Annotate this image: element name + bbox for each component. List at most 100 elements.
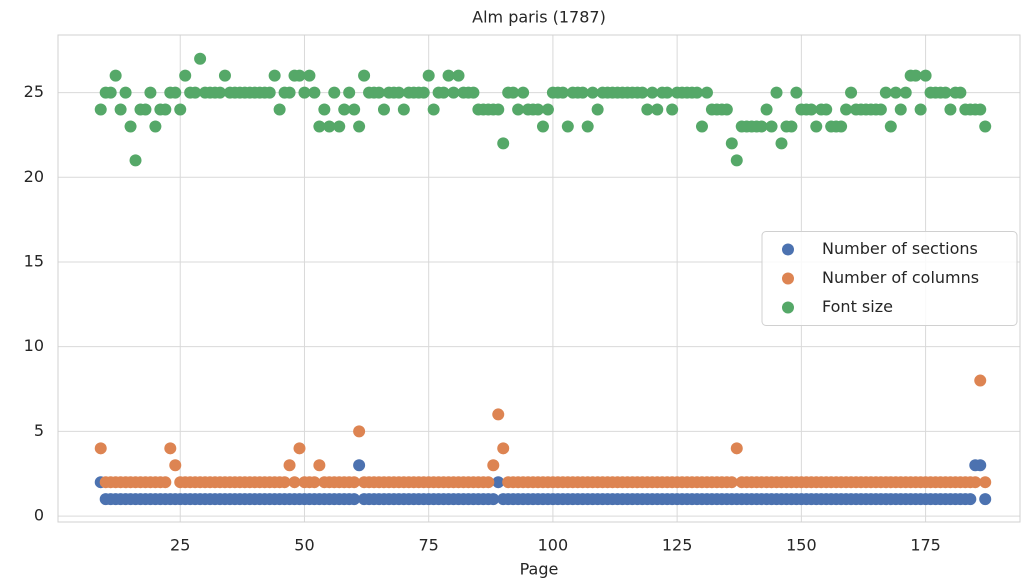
legend: Number of sections Number of columns Font …: [761, 231, 1018, 326]
chart-title: Alm paris (1787): [472, 8, 606, 27]
point: [348, 103, 361, 116]
point: [691, 86, 704, 99]
point: [939, 86, 952, 99]
point: [213, 86, 226, 99]
point: [293, 69, 306, 82]
point: [661, 86, 674, 99]
point: [899, 86, 912, 99]
point: [392, 86, 405, 99]
point: [954, 86, 967, 99]
point: [556, 86, 569, 99]
point: [174, 103, 187, 116]
point: [700, 86, 713, 99]
point: [536, 120, 549, 133]
point: [805, 103, 818, 116]
legend-marker: [782, 272, 794, 285]
point: [94, 442, 107, 455]
point: [313, 120, 326, 133]
point: [139, 103, 152, 116]
point: [919, 69, 932, 82]
point: [263, 86, 276, 99]
point: [497, 137, 510, 150]
point: [487, 493, 500, 506]
point: [452, 69, 465, 82]
point: [318, 103, 331, 116]
point: [730, 442, 743, 455]
point: [377, 103, 390, 116]
point: [343, 86, 356, 99]
point: [586, 86, 599, 99]
legend-label: Number of columns: [822, 268, 979, 287]
point: [358, 69, 371, 82]
x-tick-label: 150: [786, 536, 817, 555]
point: [725, 476, 738, 489]
point: [541, 103, 554, 116]
point: [492, 103, 505, 116]
point: [914, 103, 927, 116]
point: [840, 103, 853, 116]
point: [944, 103, 957, 116]
point: [283, 459, 296, 472]
point: [467, 86, 480, 99]
point: [313, 459, 326, 472]
point: [159, 103, 172, 116]
point: [94, 103, 107, 116]
legend-box: [761, 231, 1018, 326]
point: [979, 120, 992, 133]
legend-marker: [782, 243, 794, 256]
point: [879, 86, 892, 99]
point: [507, 86, 520, 99]
point: [646, 86, 659, 99]
point: [974, 103, 987, 116]
point: [517, 86, 530, 99]
point: [770, 86, 783, 99]
point: [492, 408, 505, 421]
x-tick-label: 175: [910, 536, 941, 555]
point: [909, 69, 922, 82]
point: [576, 86, 589, 99]
point: [338, 103, 351, 116]
point: [561, 120, 574, 133]
point: [427, 103, 440, 116]
point: [308, 86, 321, 99]
point: [725, 137, 738, 150]
point: [487, 459, 500, 472]
plot-frame: [57, 34, 1021, 523]
y-tick-label: 0: [34, 506, 44, 525]
point: [641, 103, 654, 116]
point: [979, 476, 992, 489]
point: [323, 120, 336, 133]
point: [268, 69, 281, 82]
legend-label: Number of sections: [822, 239, 978, 258]
point: [442, 69, 455, 82]
x-tick-label: 100: [538, 536, 569, 555]
point: [492, 476, 505, 489]
point: [974, 459, 987, 472]
point: [889, 86, 902, 99]
point: [835, 120, 848, 133]
x-axis-label: Page: [520, 560, 559, 579]
point: [730, 154, 743, 167]
point: [974, 374, 987, 387]
legend-marker: [782, 301, 794, 314]
point: [894, 103, 907, 116]
point: [144, 86, 157, 99]
point: [755, 120, 768, 133]
point: [119, 86, 132, 99]
point: [218, 69, 231, 82]
point: [591, 103, 604, 116]
point: [129, 154, 142, 167]
point: [353, 425, 366, 438]
point: [303, 69, 316, 82]
point: [124, 120, 137, 133]
point: [695, 120, 708, 133]
y-tick-label: 15: [24, 251, 44, 270]
y-tick-label: 20: [24, 167, 44, 186]
point: [194, 52, 207, 65]
point: [581, 120, 594, 133]
point: [348, 476, 361, 489]
point: [964, 493, 977, 506]
point: [532, 103, 545, 116]
point: [353, 459, 366, 472]
point: [353, 120, 366, 133]
